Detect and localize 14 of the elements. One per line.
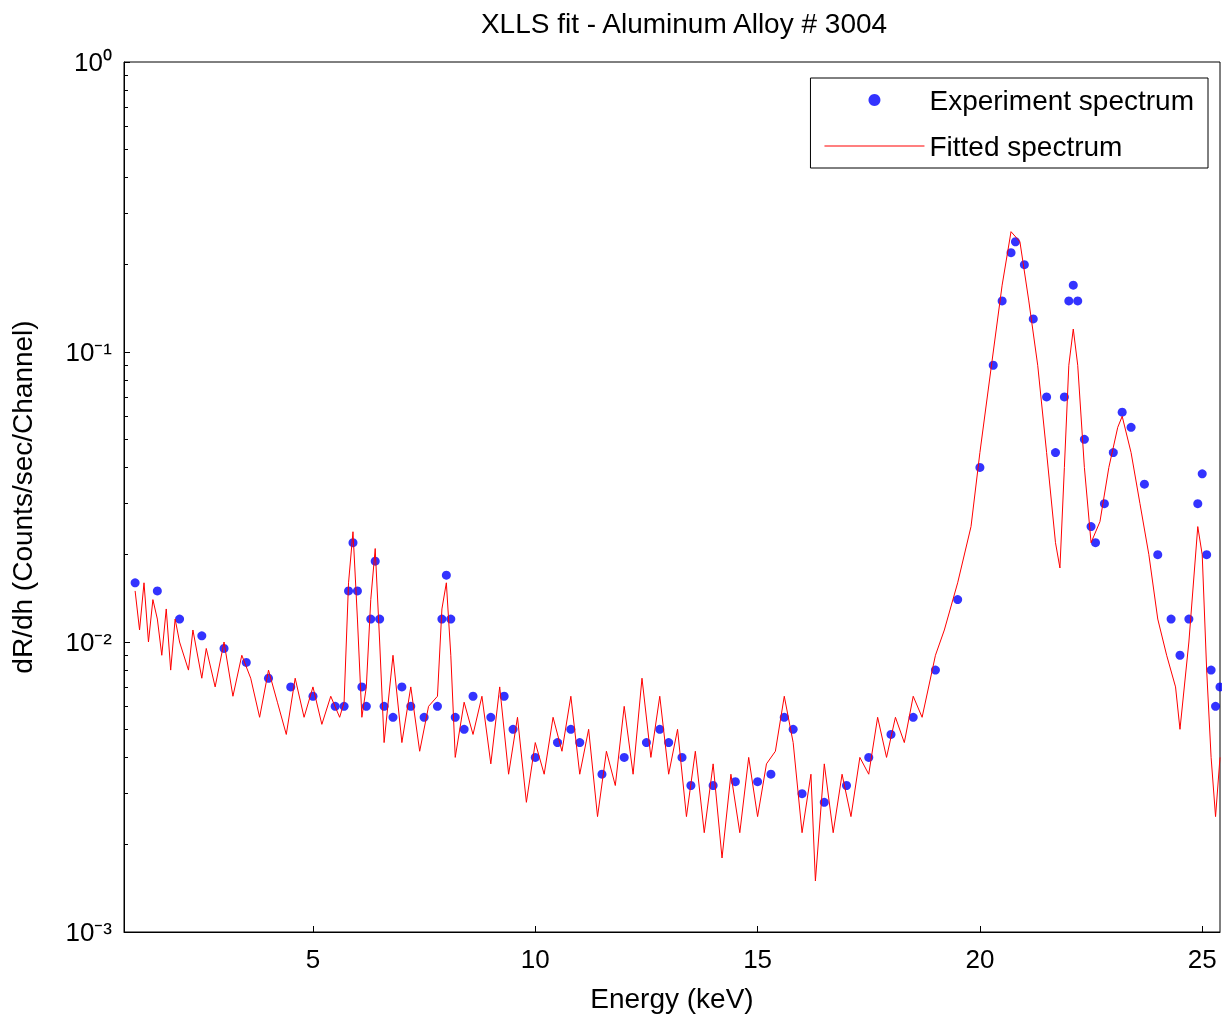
- x-tick-label: 10: [520, 944, 550, 974]
- y-tick-label: 10⁻²: [65, 627, 113, 657]
- y-tick-label: 10⁰: [74, 47, 112, 77]
- legend-label: Experiment spectrum: [929, 84, 1195, 116]
- chart-title: XLLS fit - Aluminum Alloy # 3004: [480, 7, 888, 39]
- x-tick-label: 15: [743, 944, 773, 974]
- y-axis-title: dR/dh (Counts/sec/Channel): [6, 320, 38, 674]
- x-tick-label: 20: [965, 944, 995, 974]
- x-tick-label: 5: [305, 944, 321, 974]
- legend-label: Fitted spectrum: [929, 130, 1123, 162]
- y-tick-label: 10⁻¹: [65, 337, 113, 367]
- x-axis-title: Energy (keV): [590, 982, 754, 1014]
- y-tick-label: 10⁻³: [65, 917, 113, 947]
- x-tick-label: 25: [1187, 944, 1217, 974]
